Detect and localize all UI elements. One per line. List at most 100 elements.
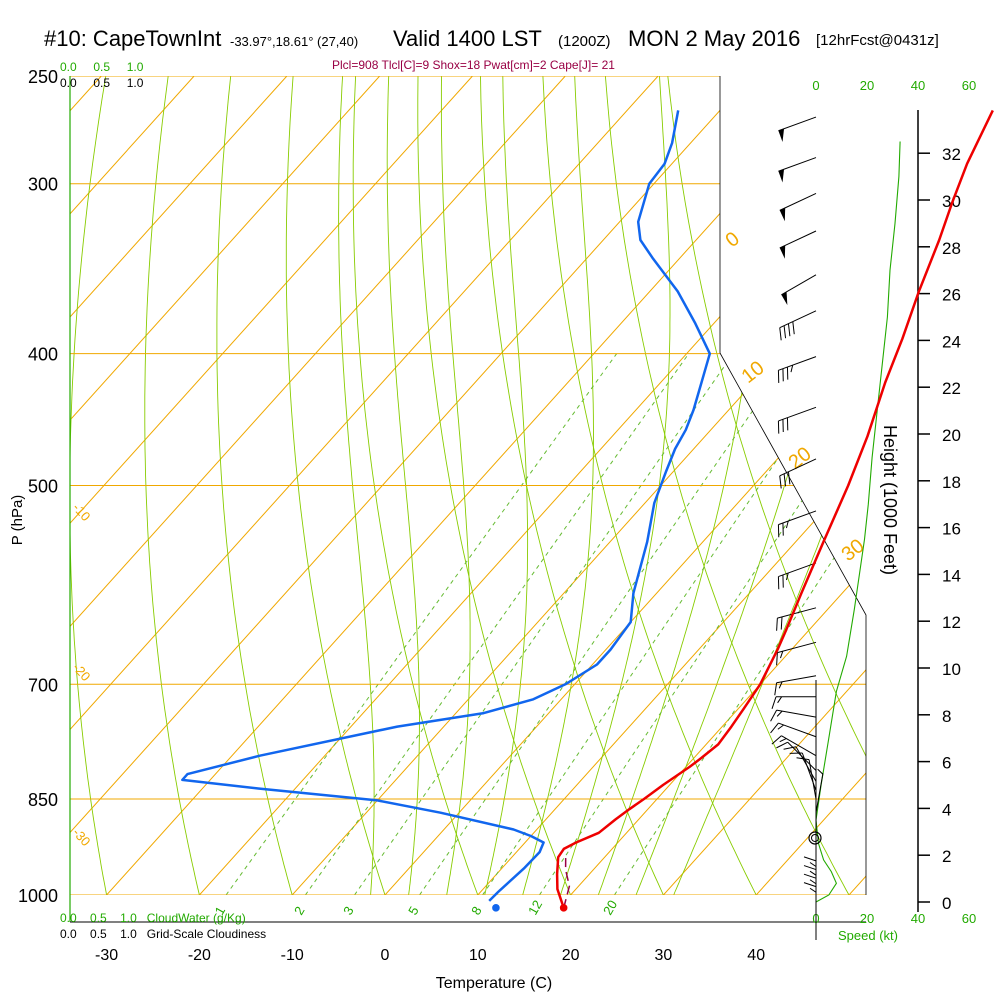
height-tick-label: 26 xyxy=(942,286,961,305)
cloudwater-top-tick-1: 0.5 xyxy=(93,60,111,74)
mixing-ratio-line xyxy=(419,353,793,895)
surface-temperature-dot xyxy=(559,904,568,912)
wind-barb xyxy=(779,458,817,489)
wind-barb xyxy=(803,865,817,910)
temperature-tick-label: -10 xyxy=(281,947,304,964)
wind-barb xyxy=(778,157,817,183)
isotherm-label: -10 xyxy=(70,500,94,524)
moist-adiabat-line xyxy=(628,76,865,895)
cloudiness-top-tick-0: 0.0 xyxy=(60,76,77,90)
cloudiness-top-tick-1: 0.5 xyxy=(93,76,111,90)
moist-adiabat-line xyxy=(386,76,420,895)
speed-tick-label-bottom: 20 xyxy=(860,911,874,926)
temperature-tick-label: -30 xyxy=(95,947,118,964)
lcl-marker-inner xyxy=(811,833,819,842)
speed-axis-title: Speed (kt) xyxy=(838,928,898,943)
speed-tick-label-top: 60 xyxy=(962,78,976,93)
height-tick-label: 6 xyxy=(942,754,951,773)
isotherm-line xyxy=(70,76,288,895)
temperature-tick-label: 20 xyxy=(562,947,580,964)
dry-adiabat-line xyxy=(70,76,111,895)
height-tick-label: 18 xyxy=(942,473,961,492)
cloudwater-top-tick-0: 0.0 xyxy=(60,60,77,74)
utc-time: (1200Z) xyxy=(558,33,611,50)
wind-barb xyxy=(777,356,817,383)
speed-tick-label-top: 20 xyxy=(860,78,874,93)
moist-adiabat-line xyxy=(517,76,594,895)
cloudwater-bottom-tick-1: 0.5 xyxy=(90,911,107,925)
mixing-ratio-label: 8 xyxy=(468,904,485,918)
station-coords: -33.97°,18.61° (27,40) xyxy=(230,34,359,49)
wind-barb xyxy=(778,116,817,143)
cloudiness-bottom-tick-0: 0.0 xyxy=(60,927,77,941)
isotherm-label: -20 xyxy=(70,660,94,684)
speed-tick-label-top: 40 xyxy=(911,78,925,93)
cloudiness-top-tick-2: 1.0 xyxy=(126,76,144,90)
height-tick-label: 10 xyxy=(942,660,961,679)
dry-adiabat-line xyxy=(285,76,392,895)
height-tick-label: 0 xyxy=(942,894,951,913)
height-tick-label: 14 xyxy=(942,566,961,585)
wind-barb xyxy=(776,641,817,666)
pressure-tick-label: 1000 xyxy=(18,886,58,906)
mixing-ratio-label: 5 xyxy=(405,904,422,918)
cloudiness-legend: 0.0 0.5 1.0 Grid-Scale Cloudiness xyxy=(60,927,266,941)
temperature-line xyxy=(555,109,994,909)
valid-date: MON 2 May 2016 xyxy=(628,26,801,51)
cloudwater-bottom-tick-0: 0.0 xyxy=(60,911,77,925)
dry-adiabat-line xyxy=(144,76,205,895)
wind-barb xyxy=(777,406,817,434)
isotherm-line xyxy=(663,76,866,895)
moist-adiabat-line xyxy=(480,76,529,895)
lcl-marker-outer xyxy=(808,831,822,845)
mixing-ratio-line xyxy=(482,353,850,895)
dry-adiabat-line xyxy=(854,76,866,895)
height-axis-title: Height (1000 Feet) xyxy=(880,425,900,575)
wind-speed-line xyxy=(815,141,901,903)
temperature-tick-label: -20 xyxy=(188,947,211,964)
pressure-tick-label: 700 xyxy=(28,675,58,695)
plot-border xyxy=(719,76,867,895)
dewpoint-line xyxy=(181,110,712,902)
height-tick-label: 22 xyxy=(942,379,961,398)
mixing-ratio-label: 12 xyxy=(525,897,545,917)
dry-adiabat-line xyxy=(542,76,766,895)
temperature-tick-label: 0 xyxy=(381,947,390,964)
speed-tick-label-bottom: 60 xyxy=(962,911,976,926)
height-tick-label: 2 xyxy=(942,847,951,866)
wind-barb xyxy=(774,675,817,696)
station-title: #10: CapeTownInt xyxy=(44,26,222,51)
moist-adiabat-line xyxy=(440,76,471,895)
cloudwater-top-tick-2: 1.0 xyxy=(126,60,144,74)
speed-tick-label-bottom: 40 xyxy=(911,911,925,926)
cloudwater-legend: 0.0 0.5 1.0 CloudWater (g/Kg) xyxy=(60,911,246,925)
dry-adiabat-line xyxy=(352,76,485,895)
mixing-ratio-label: 2 xyxy=(291,904,308,918)
dry-adiabat-line xyxy=(417,76,579,895)
pressure-tick-label: 850 xyxy=(28,790,58,810)
moist-adiabat-line xyxy=(338,76,375,895)
height-tick-label: 4 xyxy=(942,800,951,819)
wind-barb xyxy=(771,696,816,709)
surface-dewpoint-dot xyxy=(492,904,500,912)
isotherm-label: 0 xyxy=(722,228,744,252)
cloudiness-top-ticks: 0.0 0.5 1.0 xyxy=(60,76,143,90)
wind-barb xyxy=(815,768,824,813)
cloudiness-label: Grid-Scale Cloudiness xyxy=(146,927,267,941)
height-tick-label: 12 xyxy=(942,613,961,632)
cloudwater-label: CloudWater (g/Kg) xyxy=(146,911,246,925)
cloudiness-bottom-tick-1: 0.5 xyxy=(90,927,107,941)
isotherm-label: 10 xyxy=(738,357,769,388)
sounding-parameters: Plcl=908 Tlcl[C]=9 Shox=18 Pwat[cm]=2 Ca… xyxy=(332,58,615,72)
moist-adiabat-line xyxy=(554,76,671,895)
moist-adiabat-line xyxy=(665,76,866,895)
pressure-tick-label: 400 xyxy=(28,345,58,365)
wind-barb xyxy=(770,709,817,722)
valid-time: Valid 1400 LST xyxy=(393,26,542,51)
cloudiness-bottom-tick-2: 1.0 xyxy=(120,927,137,941)
height-tick-label: 8 xyxy=(942,707,951,726)
mixing-ratio-line xyxy=(354,353,734,895)
parcel-line xyxy=(562,857,571,909)
temperature-tick-label: 10 xyxy=(469,947,487,964)
